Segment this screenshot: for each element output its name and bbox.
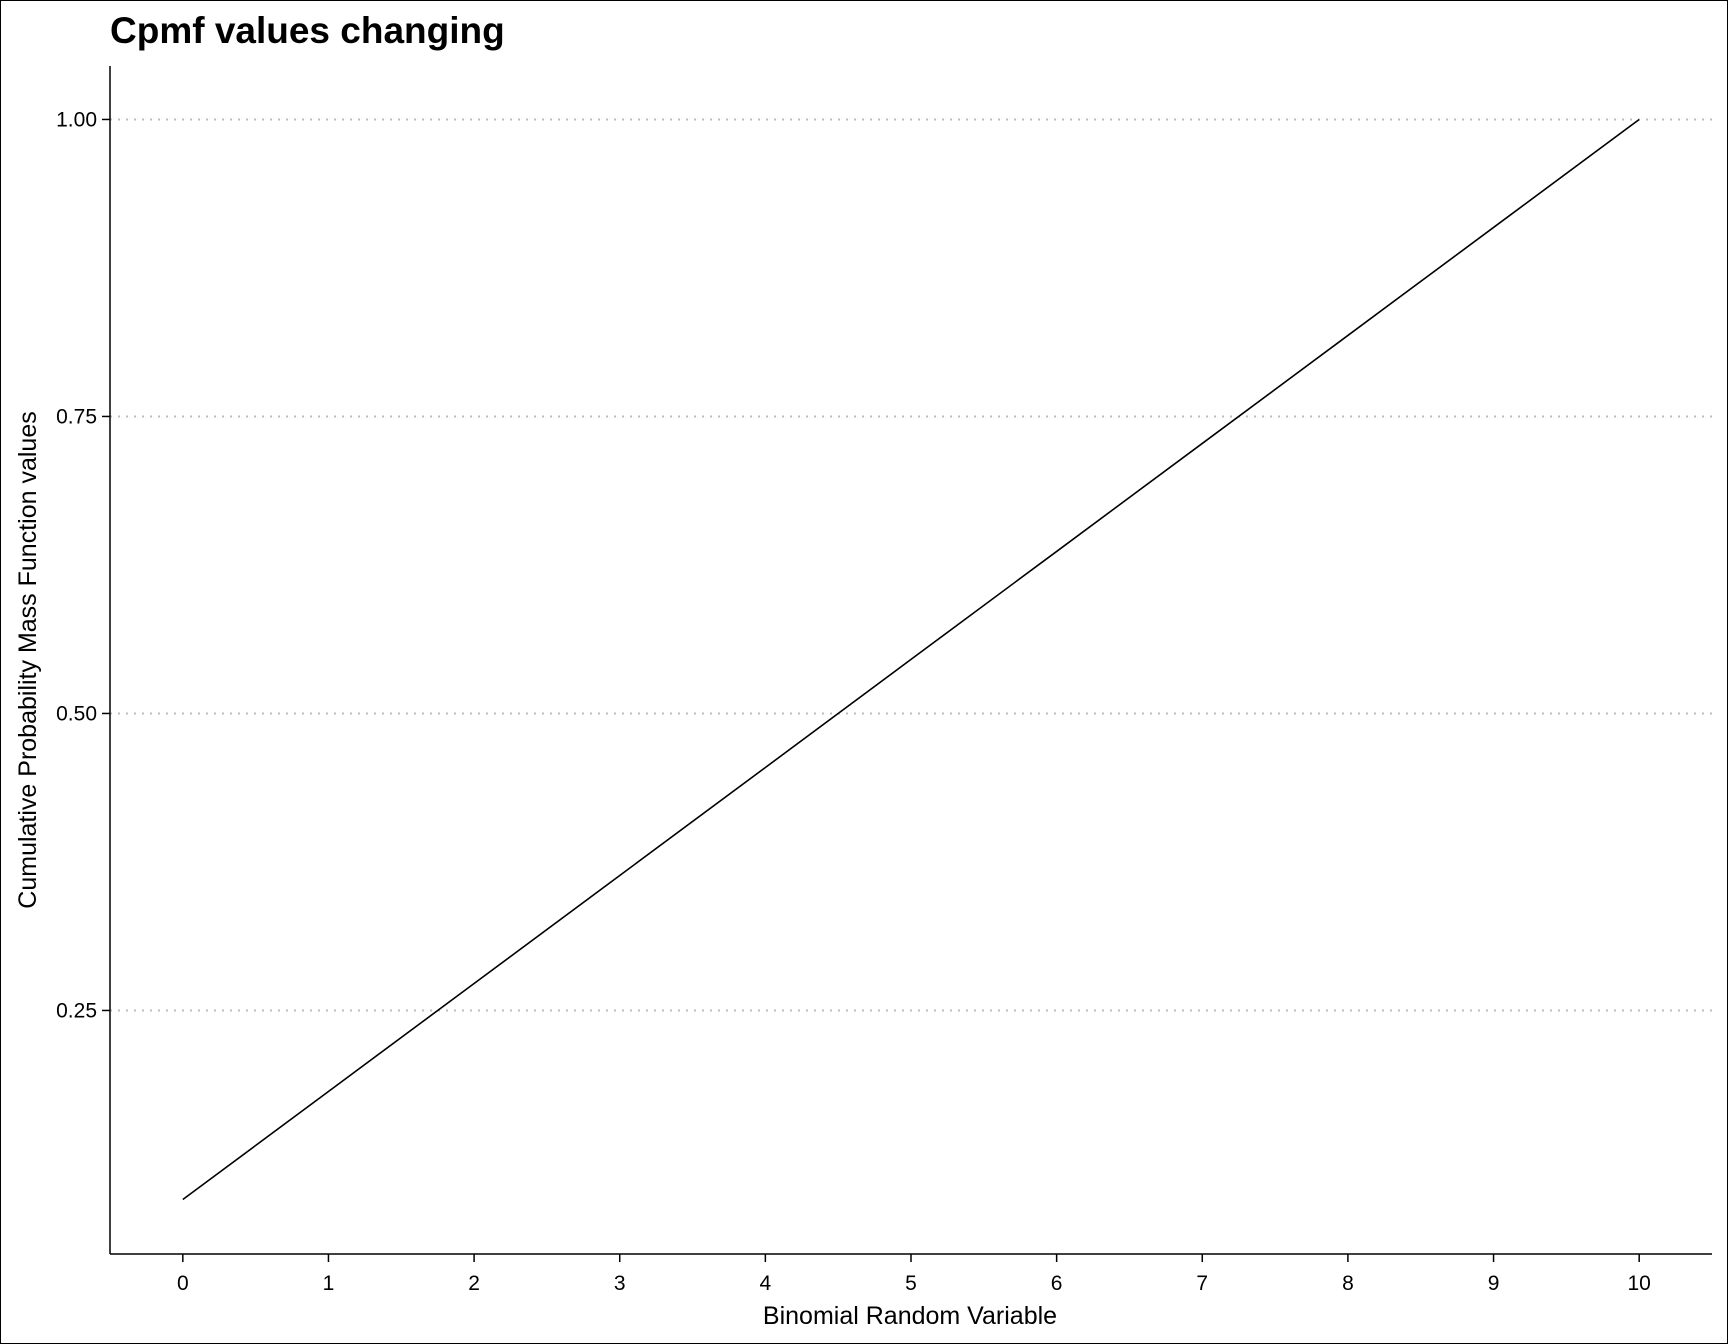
series xyxy=(182,118,1640,1201)
x-tick-label: 2 xyxy=(468,1272,480,1295)
x-tick-label: 10 xyxy=(1628,1272,1651,1295)
gridlines xyxy=(110,118,1712,1012)
y-axis-label: Cumulative Probability Mass Function val… xyxy=(14,411,42,908)
x-tick-label: 1 xyxy=(323,1272,335,1295)
x-tick-label: 3 xyxy=(614,1272,626,1295)
x-tick-label: 9 xyxy=(1488,1272,1500,1295)
chart-title: Cpmf values changing xyxy=(110,10,505,51)
x-tick-label: 5 xyxy=(905,1272,917,1295)
x-tick-label: 0 xyxy=(177,1272,189,1295)
tick-labels: 0 1 2 3 4 5 6 7 8 9 10 0.25 0.50 0.75 1.00 xyxy=(56,108,1651,1295)
y-tick-label: 1.00 xyxy=(56,108,97,131)
x-tick-label: 7 xyxy=(1196,1272,1208,1295)
axes xyxy=(102,66,1712,1262)
x-tick-label: 6 xyxy=(1051,1272,1063,1295)
series-line xyxy=(182,118,1640,1201)
x-tick-label: 4 xyxy=(760,1272,772,1295)
y-tick-label: 0.75 xyxy=(56,405,97,428)
y-tick-label: 0.50 xyxy=(56,702,97,725)
x-axis-label: Binomial Random Variable xyxy=(763,1302,1057,1330)
y-tick-label: 0.25 xyxy=(56,999,97,1022)
x-tick-label: 8 xyxy=(1342,1272,1354,1295)
